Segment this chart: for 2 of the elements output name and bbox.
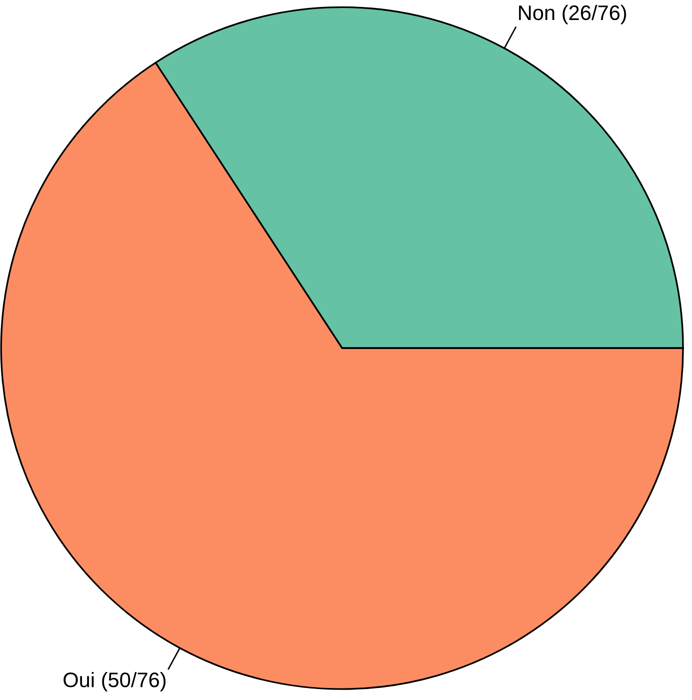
- slice-label: Non (26/76): [519, 4, 626, 24]
- slice-label: Oui (50/76): [64, 672, 166, 692]
